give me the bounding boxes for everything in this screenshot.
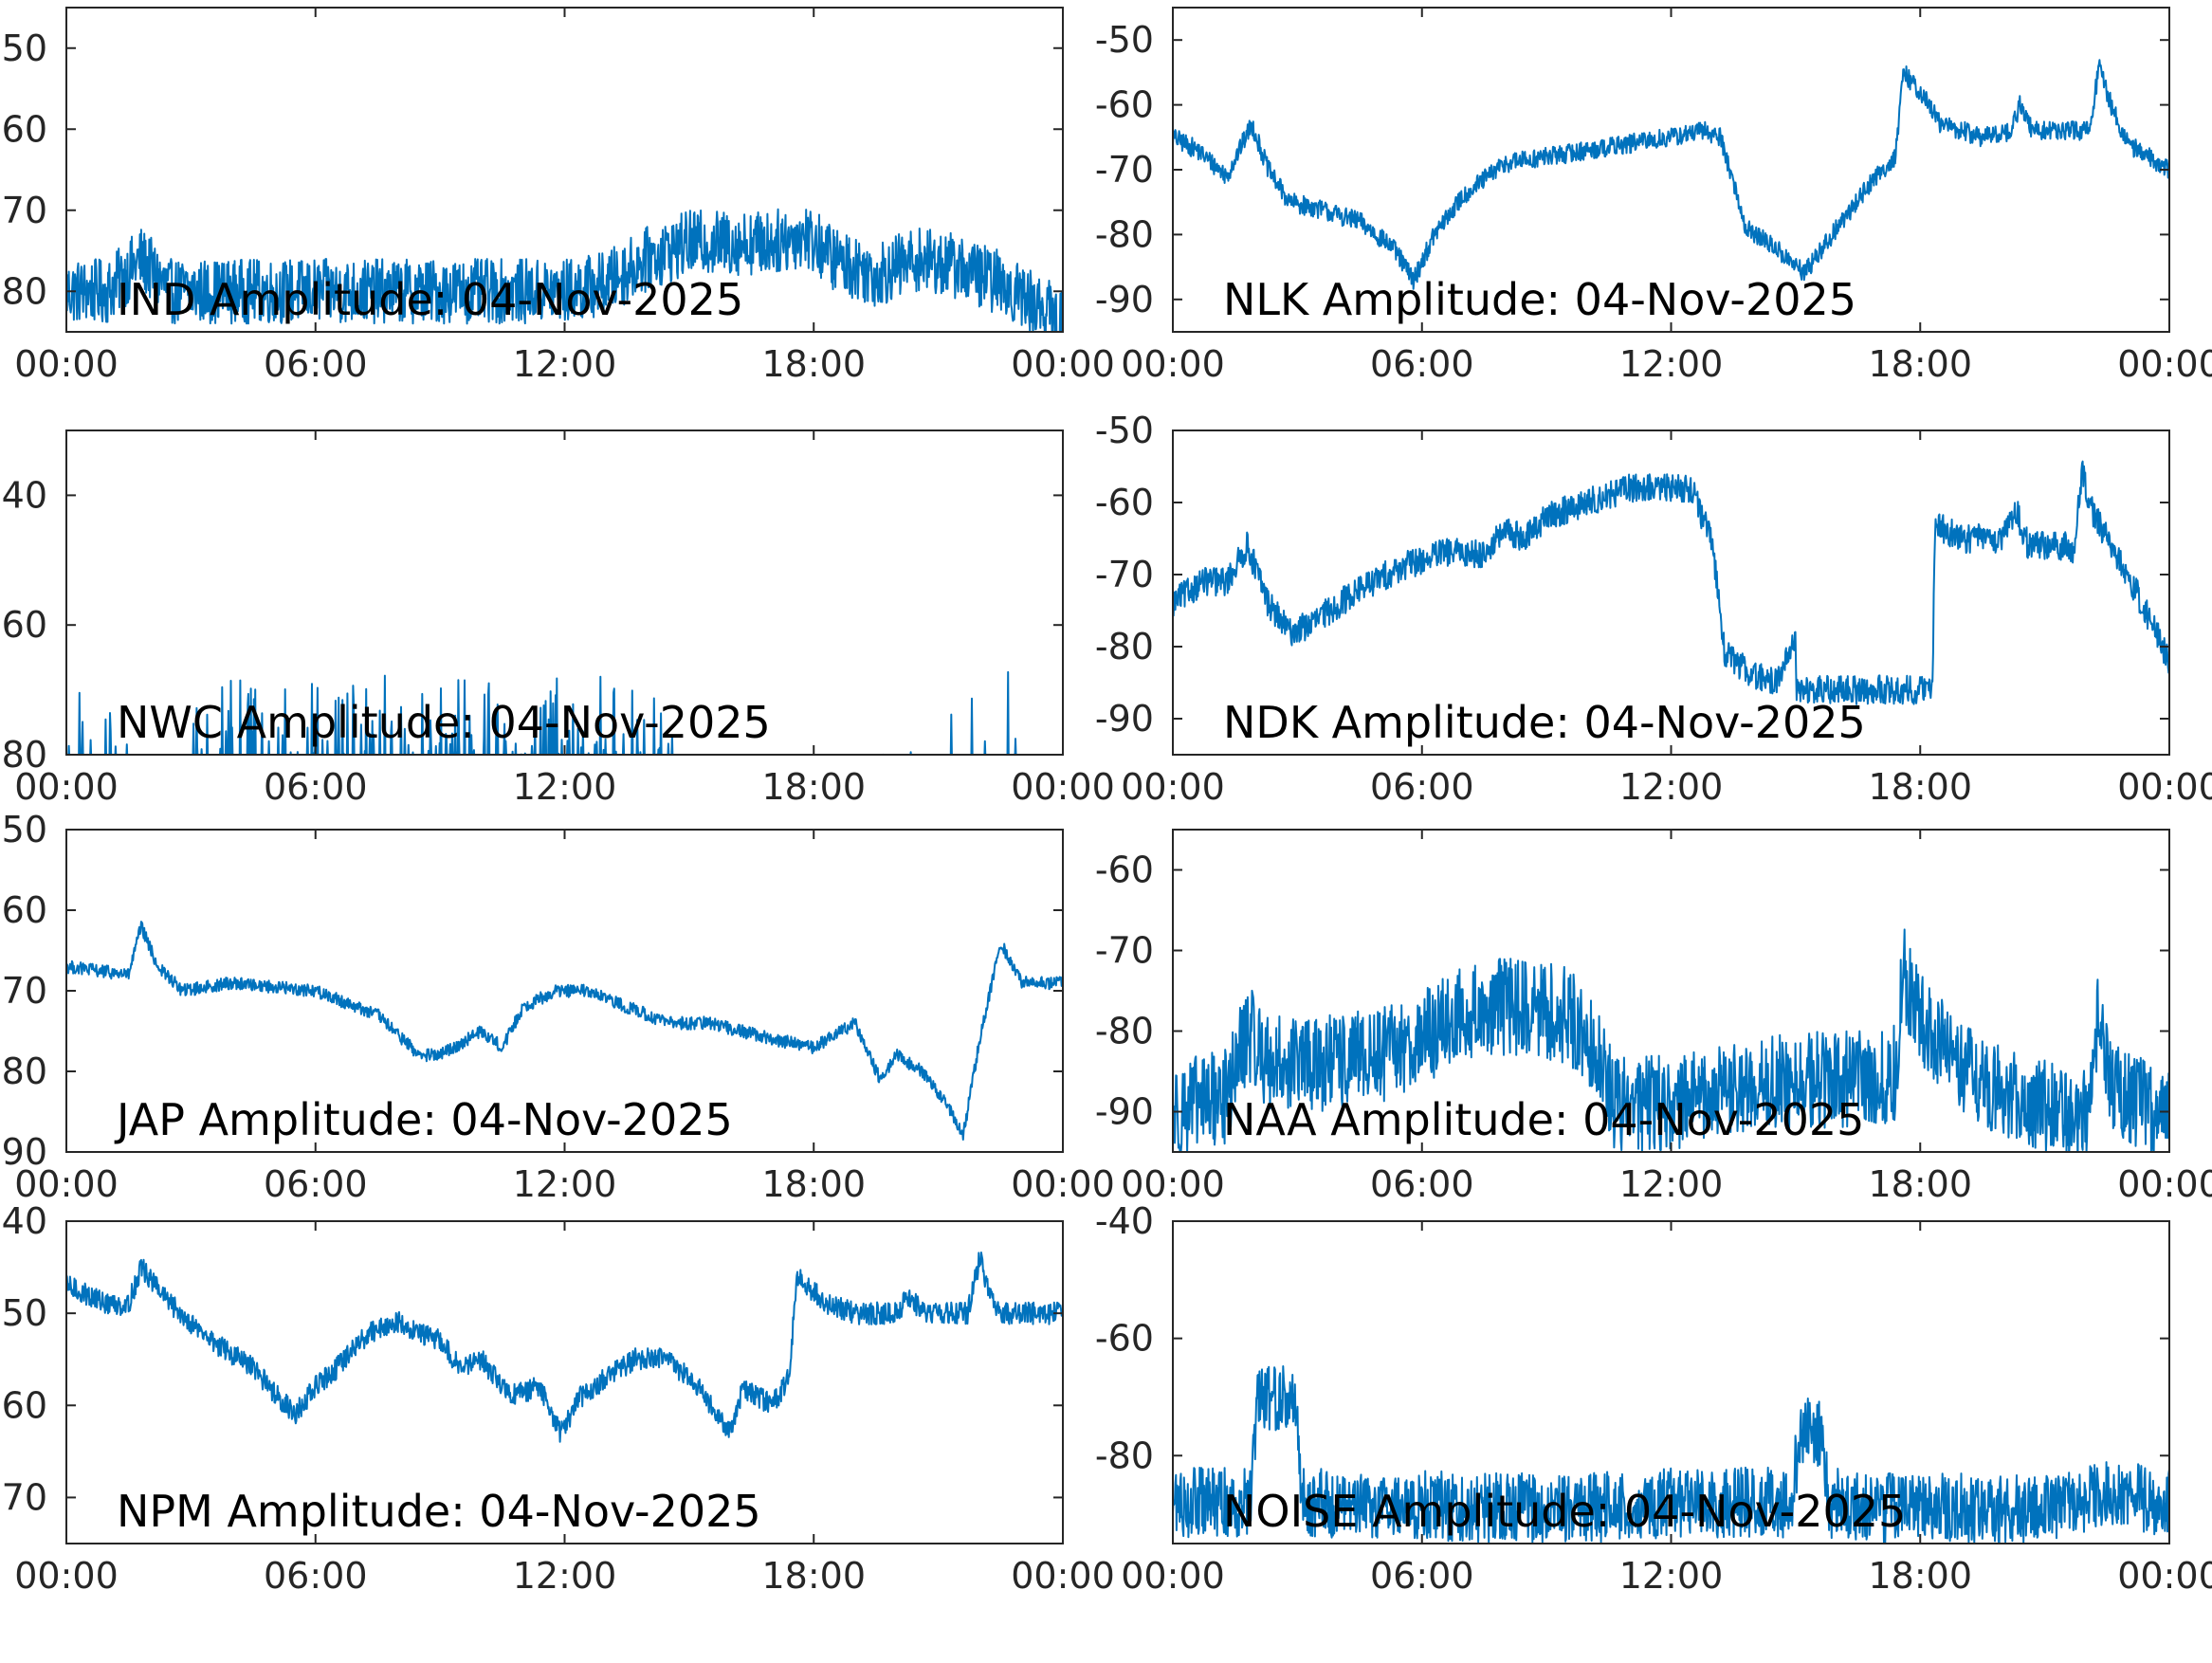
x-tick-label-naa: 12:00 bbox=[1619, 1163, 1724, 1205]
x-tick-label-ind: 00:00 bbox=[14, 343, 119, 385]
x-tick-label-npm: 18:00 bbox=[761, 1555, 866, 1597]
y-tick-label-ind: 50 bbox=[2, 27, 47, 69]
x-tick-label-noise: 18:00 bbox=[1868, 1555, 1972, 1597]
y-tick-label-ndk: -80 bbox=[1095, 626, 1154, 667]
panel-title-naa: NAA Amplitude: 04-Nov-2025 bbox=[1223, 1094, 1864, 1145]
y-tick-label-jap: 90 bbox=[2, 1131, 47, 1173]
y-tick-label-npm: 40 bbox=[2, 1200, 47, 1242]
x-tick-label-nwc: 12:00 bbox=[513, 766, 617, 808]
y-tick-label-jap: 60 bbox=[2, 889, 47, 931]
panel-title-ndk: NDK Amplitude: 04-Nov-2025 bbox=[1223, 697, 1866, 748]
y-tick-label-nlk: -70 bbox=[1095, 149, 1154, 191]
x-tick-label-nlk: 06:00 bbox=[1370, 343, 1474, 385]
y-tick-label-naa: -70 bbox=[1095, 930, 1154, 972]
x-tick-label-npm: 12:00 bbox=[513, 1555, 617, 1597]
x-tick-label-nwc: 00:00 bbox=[1011, 766, 1115, 808]
x-tick-label-naa: 18:00 bbox=[1868, 1163, 1972, 1205]
x-tick-label-naa: 00:00 bbox=[2117, 1163, 2212, 1205]
x-tick-label-noise: 06:00 bbox=[1370, 1555, 1474, 1597]
x-tick-label-naa: 06:00 bbox=[1370, 1163, 1474, 1205]
panel-naa: 00:00 06:00 12:00 18:00 00:00 -60 -70 -80 -90 NAA… bbox=[1095, 829, 2212, 1205]
x-tick-label-nlk: 00:00 bbox=[1121, 343, 1225, 385]
y-tick-label-naa: -90 bbox=[1095, 1091, 1154, 1133]
panel-title-noise: NOISE Amplitude: 04-Nov-2025 bbox=[1223, 1486, 1906, 1537]
y-tick-label-ndk: -70 bbox=[1095, 554, 1154, 595]
x-tick-label-ind: 06:00 bbox=[264, 343, 368, 385]
panel-ndk: 00:00 06:00 12:00 18:00 00:00 -50 -60 -70 -80 -90… bbox=[1095, 410, 2212, 808]
x-tick-label-jap: 00:00 bbox=[1011, 1163, 1115, 1205]
x-tick-label-ind: 12:00 bbox=[513, 343, 617, 385]
y-tick-label-jap: 70 bbox=[2, 970, 47, 1012]
panel-title-nlk: NLK Amplitude: 04-Nov-2025 bbox=[1223, 274, 1856, 325]
y-tick-label-noise: -80 bbox=[1095, 1435, 1154, 1476]
x-tick-label-ndk: 18:00 bbox=[1868, 766, 1972, 808]
y-tick-label-noise: -40 bbox=[1095, 1200, 1154, 1242]
panel-nwc: 00:00 06:00 12:00 18:00 00:00 40 60 80 NWC Ampli… bbox=[2, 429, 1115, 808]
x-tick-label-ndk: 06:00 bbox=[1370, 766, 1474, 808]
panel-title-ind: IND Amplitude: 04-Nov-2025 bbox=[117, 274, 743, 325]
y-tick-label-nwc: 80 bbox=[2, 734, 47, 776]
x-tick-label-npm: 06:00 bbox=[264, 1555, 368, 1597]
y-tick-label-jap: 80 bbox=[2, 1051, 47, 1092]
x-tick-label-noise: 12:00 bbox=[1619, 1555, 1724, 1597]
y-tick-label-nlk: -60 bbox=[1095, 84, 1154, 126]
series-line-nwc bbox=[67, 670, 1017, 755]
y-tick-label-ind: 60 bbox=[2, 108, 47, 150]
y-tick-label-ind: 70 bbox=[2, 190, 47, 231]
x-tick-label-nwc: 18:00 bbox=[761, 766, 866, 808]
y-tick-label-nwc: 60 bbox=[2, 604, 47, 646]
x-tick-label-naa: 00:00 bbox=[1121, 1163, 1225, 1205]
series-line-ndk bbox=[1173, 460, 2169, 705]
panel-title-jap: JAP Amplitude: 04-Nov-2025 bbox=[114, 1094, 733, 1145]
y-tick-label-noise: -60 bbox=[1095, 1318, 1154, 1360]
y-tick-label-jap: 50 bbox=[2, 809, 47, 850]
x-tick-label-ndk: 00:00 bbox=[2117, 766, 2212, 808]
panel-nlk: 00:00 06:00 12:00 18:00 00:00 -50 -60 -70 -80 -90… bbox=[1095, 7, 2212, 385]
x-tick-label-jap: 00:00 bbox=[14, 1163, 119, 1205]
x-tick-label-nlk: 00:00 bbox=[2117, 343, 2212, 385]
x-tick-label-nwc: 00:00 bbox=[14, 766, 119, 808]
series-line-jap bbox=[66, 921, 1063, 1141]
series-line-nlk bbox=[1173, 59, 2169, 290]
x-tick-label-nwc: 06:00 bbox=[264, 766, 368, 808]
x-tick-label-ind: 18:00 bbox=[761, 343, 866, 385]
x-tick-label-ndk: 00:00 bbox=[1121, 766, 1225, 808]
panel-npm: 00:00 06:00 12:00 18:00 00:00 40 50 60 70 NPM Amp… bbox=[2, 1200, 1115, 1597]
panel-jap: 00:00 06:00 12:00 18:00 00:00 50 60 70 80 90 JAP A… bbox=[2, 809, 1115, 1205]
x-tick-label-npm: 00:00 bbox=[14, 1555, 119, 1597]
x-tick-label-noise: 00:00 bbox=[2117, 1555, 2212, 1597]
y-tick-label-npm: 70 bbox=[2, 1476, 47, 1518]
series-line-npm bbox=[66, 1252, 1063, 1443]
y-tick-label-ind: 80 bbox=[2, 270, 47, 312]
series-line-naa bbox=[1173, 928, 2169, 1152]
y-tick-label-naa: -60 bbox=[1095, 850, 1154, 891]
series-line-ind bbox=[66, 208, 1063, 332]
panel-noise: 00:00 06:00 12:00 18:00 00:00 -40 -60 -80 NOISE … bbox=[1095, 1200, 2212, 1597]
x-tick-label-nlk: 12:00 bbox=[1619, 343, 1724, 385]
x-tick-label-nlk: 18:00 bbox=[1868, 343, 1972, 385]
series-line-noise bbox=[1173, 1365, 2169, 1544]
y-tick-label-nlk: -90 bbox=[1095, 279, 1154, 320]
x-tick-label-npm: 00:00 bbox=[1011, 1555, 1115, 1597]
x-tick-label-ndk: 12:00 bbox=[1619, 766, 1724, 808]
x-tick-label-ind: 00:00 bbox=[1011, 343, 1115, 385]
x-tick-label-jap: 18:00 bbox=[761, 1163, 866, 1205]
y-tick-label-ndk: -50 bbox=[1095, 410, 1154, 451]
y-tick-label-npm: 50 bbox=[2, 1292, 47, 1334]
x-tick-label-noise: 00:00 bbox=[1121, 1555, 1225, 1597]
panel-title-npm: NPM Amplitude: 04-Nov-2025 bbox=[117, 1486, 761, 1537]
x-tick-label-jap: 06:00 bbox=[264, 1163, 368, 1205]
y-tick-label-nlk: -80 bbox=[1095, 213, 1154, 255]
y-tick-label-ndk: -90 bbox=[1095, 698, 1154, 740]
y-tick-label-npm: 60 bbox=[2, 1384, 47, 1426]
y-tick-label-naa: -80 bbox=[1095, 1011, 1154, 1052]
y-tick-label-ndk: -60 bbox=[1095, 482, 1154, 523]
panel-ind: 00:00 06:00 12:00 18:00 00:00 50 60 70 80 IND Amp… bbox=[2, 7, 1115, 385]
panel-title-nwc: NWC Amplitude: 04-Nov-2025 bbox=[117, 697, 771, 748]
x-tick-label-jap: 12:00 bbox=[513, 1163, 617, 1205]
y-tick-label-nwc: 40 bbox=[2, 474, 47, 516]
y-tick-label-nlk: -50 bbox=[1095, 19, 1154, 61]
